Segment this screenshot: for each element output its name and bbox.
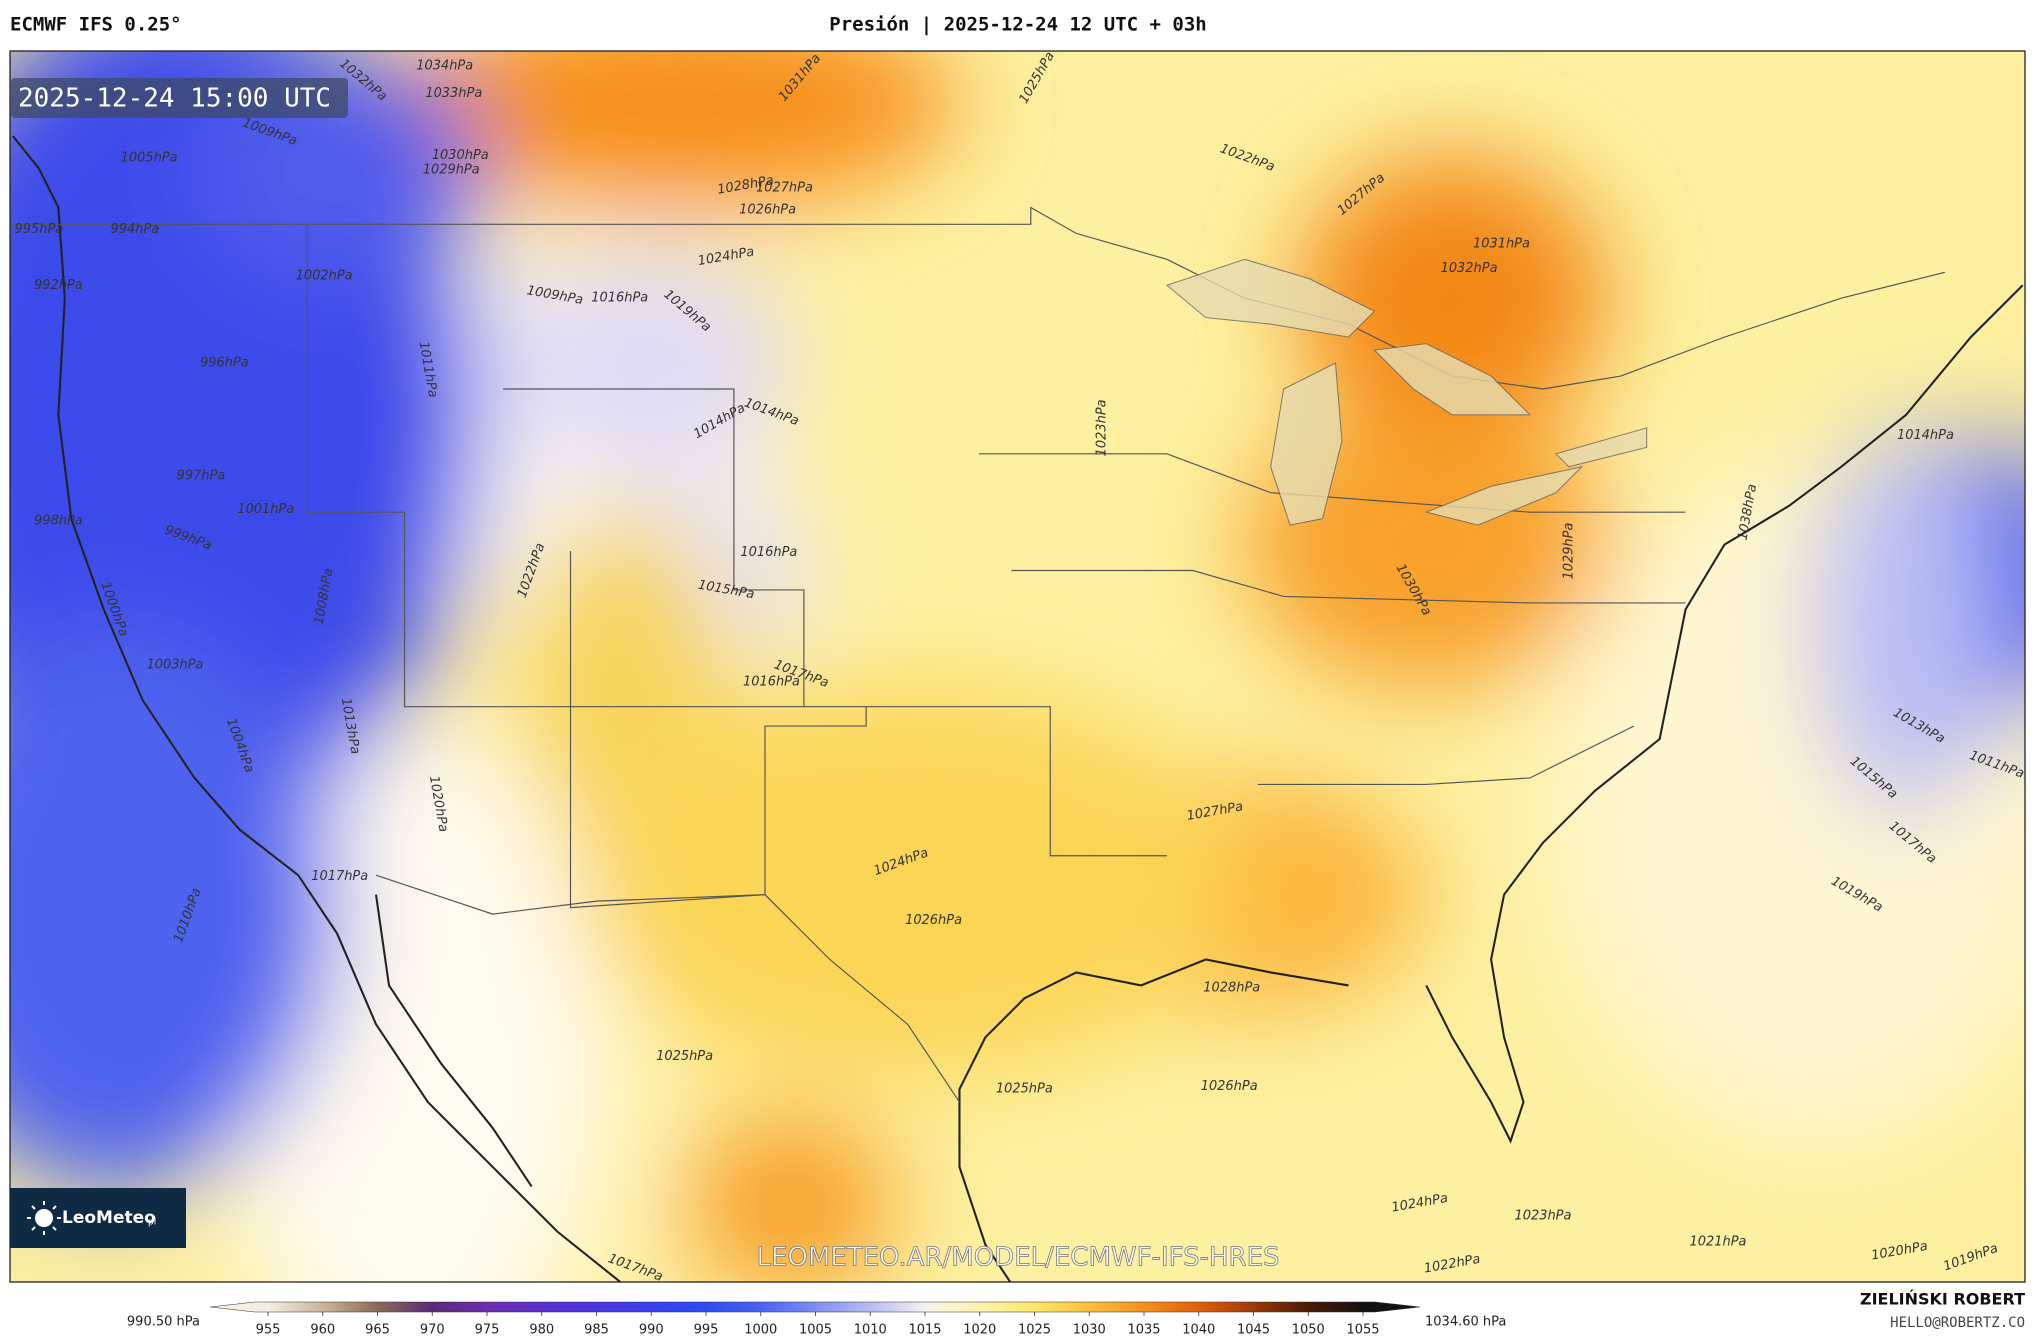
colorbar-tick-label: 1020 bbox=[963, 1323, 996, 1338]
colorbar-tick-label: 1005 bbox=[799, 1323, 832, 1338]
logo-text: LeoMeteo bbox=[62, 1208, 156, 1228]
isobar-label: 995hPa bbox=[15, 222, 64, 237]
watermark: LEOMETEO.AR/MODEL/ECMWF-IFS-HRES bbox=[756, 1243, 1279, 1273]
colorbar-tick-label: 990 bbox=[639, 1323, 664, 1338]
isobar-label: 1001hPa bbox=[237, 502, 294, 517]
isobar-label: 1016hPa bbox=[740, 545, 797, 560]
colorbar-tick-label: 1050 bbox=[1292, 1323, 1325, 1338]
isobar-label: 1026hPa bbox=[1201, 1079, 1258, 1094]
isobar-label: 1014hPa bbox=[1897, 428, 1954, 443]
colorbar-tick-label: 1025 bbox=[1018, 1323, 1051, 1338]
colorbar-bar bbox=[209, 1301, 1421, 1313]
logo-suffix: pl bbox=[148, 1218, 156, 1228]
email: HELLO@ROBERTZ.CO bbox=[1890, 1315, 2025, 1331]
colorbar-tick-label: 960 bbox=[310, 1323, 335, 1338]
isobar-label: 1027hPa bbox=[756, 181, 813, 196]
colorbar-min: 990.50 hPa bbox=[127, 1315, 200, 1330]
valid-time-box bbox=[11, 78, 348, 118]
isobar-label: 1017hPa bbox=[311, 869, 368, 884]
isobar-label: 1003hPa bbox=[147, 658, 204, 673]
coastlines bbox=[12, 135, 2024, 1282]
isobar-label: 992hPa bbox=[34, 278, 83, 293]
isobar-label: 1021hPa bbox=[1690, 1235, 1747, 1250]
colorbar-tick-label: 1035 bbox=[1127, 1323, 1160, 1338]
great-lakes bbox=[1165, 258, 1648, 526]
isobar-label: 1029hPa bbox=[1561, 523, 1576, 580]
isobar-label: 1034hPa bbox=[416, 59, 473, 74]
colorbar-tick-label: 975 bbox=[475, 1323, 500, 1338]
colorbar-tick-label: 1040 bbox=[1182, 1323, 1215, 1338]
isobar-label: 1005hPa bbox=[121, 151, 178, 166]
colorbar-max: 1034.60 hPa bbox=[1425, 1315, 1506, 1330]
isobar-label: 997hPa bbox=[177, 468, 226, 483]
map-title: Presión | 2025-12-24 12 UTC + 03h bbox=[829, 14, 1207, 36]
isobar-label: 1016hPa bbox=[591, 291, 648, 306]
colorbar-tick-label: 995 bbox=[694, 1323, 719, 1338]
isobar-label: 1033hPa bbox=[425, 86, 482, 101]
isobar-label: 1023hPa bbox=[1514, 1209, 1571, 1224]
colorbar: 955 960 965 970 975 980 985 990 995 1000 1005 1010 1… bbox=[209, 1301, 1421, 1338]
isobar-label: 1031hPa bbox=[1473, 236, 1530, 251]
colorbar-tick-label: 970 bbox=[420, 1323, 445, 1338]
isobar-label: 994hPa bbox=[111, 222, 160, 237]
isobar-label: 1002hPa bbox=[296, 269, 353, 284]
colorbar-tick-label: 1030 bbox=[1073, 1323, 1106, 1338]
isobar-label: 998hPa bbox=[34, 514, 83, 529]
isobar-label: 1030hPa bbox=[432, 148, 489, 163]
isobar-label: 1028hPa bbox=[1203, 981, 1260, 996]
colorbar-tick-label: 955 bbox=[256, 1323, 281, 1338]
colorbar-tick-label: 1045 bbox=[1237, 1323, 1270, 1338]
author: ZIELIŃSKI ROBERT bbox=[1860, 1290, 2025, 1309]
model-name: ECMWF IFS 0.25° bbox=[10, 14, 182, 36]
isobar-label: 1016hPa bbox=[743, 675, 800, 690]
isobar-label: 1025hPa bbox=[656, 1049, 713, 1064]
colorbar-tick-label: 965 bbox=[365, 1323, 390, 1338]
colorbar-tick-label: 1015 bbox=[908, 1323, 941, 1338]
colorbar-tick-label: 1055 bbox=[1346, 1323, 1379, 1338]
isobar-label: 1026hPa bbox=[739, 203, 796, 218]
isobar-label: 1025hPa bbox=[996, 1082, 1053, 1097]
logo-rays bbox=[27, 1201, 61, 1235]
colorbar-tick-label: 980 bbox=[529, 1323, 554, 1338]
isobar-label: 996hPa bbox=[200, 356, 249, 371]
map-frame bbox=[9, 50, 2026, 1283]
borders bbox=[12, 206, 1946, 1103]
colorbar-tick-label: 1000 bbox=[744, 1323, 777, 1338]
colorbar-tick-label: 1010 bbox=[854, 1323, 887, 1338]
isobar-label: 1023hPa bbox=[1095, 399, 1110, 456]
isobar-label: 1032hPa bbox=[1441, 261, 1498, 276]
colorbar-tick-label: 985 bbox=[584, 1323, 609, 1338]
logo-sun bbox=[35, 1209, 53, 1227]
valid-time: 2025-12-24 15:00 UTC bbox=[18, 84, 331, 114]
isobar-label: 1026hPa bbox=[905, 913, 962, 928]
isobar-label: 1029hPa bbox=[423, 162, 480, 177]
